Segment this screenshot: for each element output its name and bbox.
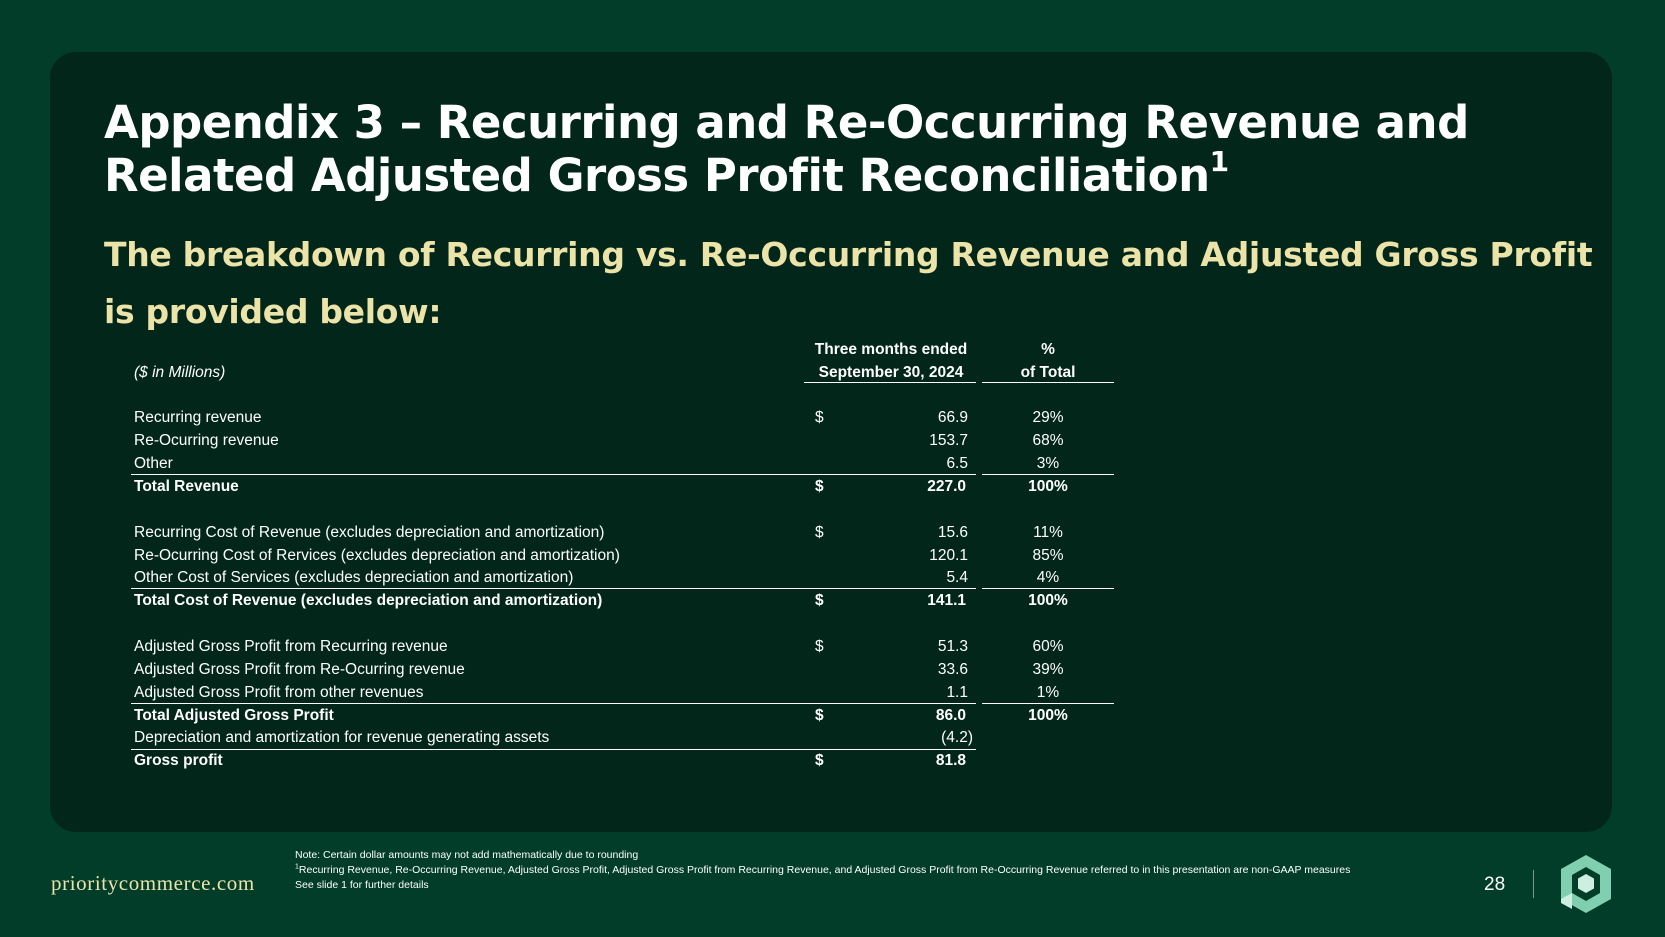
page-number: 28 xyxy=(1484,874,1506,895)
slide-title: Appendix 3 – Recurring and Re-Occurring … xyxy=(104,96,1604,202)
footnote-rounding: Note: Certain dollar amounts may not add… xyxy=(295,849,639,861)
footnote-non-gaap-text: Recurring Revenue, Re-Occurring Revenue,… xyxy=(298,864,1351,876)
priority-hexagon-logo-icon xyxy=(1561,855,1611,913)
slide-subtitle: The breakdown of Recurring vs. Re-Occurr… xyxy=(104,235,1593,331)
title-footnote-marker: 1 xyxy=(1209,145,1229,178)
footnote-see-slide: See slide 1 for further details xyxy=(295,879,429,891)
content-card xyxy=(50,52,1612,832)
logo-core-hexagon xyxy=(1578,874,1594,893)
logo-tail xyxy=(1561,893,1572,909)
page-number-divider xyxy=(1533,870,1534,898)
slide-title-text: Appendix 3 – Recurring and Re-Occurring … xyxy=(104,96,1469,202)
footnote-non-gaap: 1Recurring Revenue, Re-Occurring Revenue… xyxy=(295,863,1350,878)
footnote-marker: 1 xyxy=(295,863,299,871)
footnotes: Note: Certain dollar amounts may not add… xyxy=(295,848,1350,893)
footer-brand-link[interactable]: prioritycommerce.com xyxy=(51,871,255,895)
